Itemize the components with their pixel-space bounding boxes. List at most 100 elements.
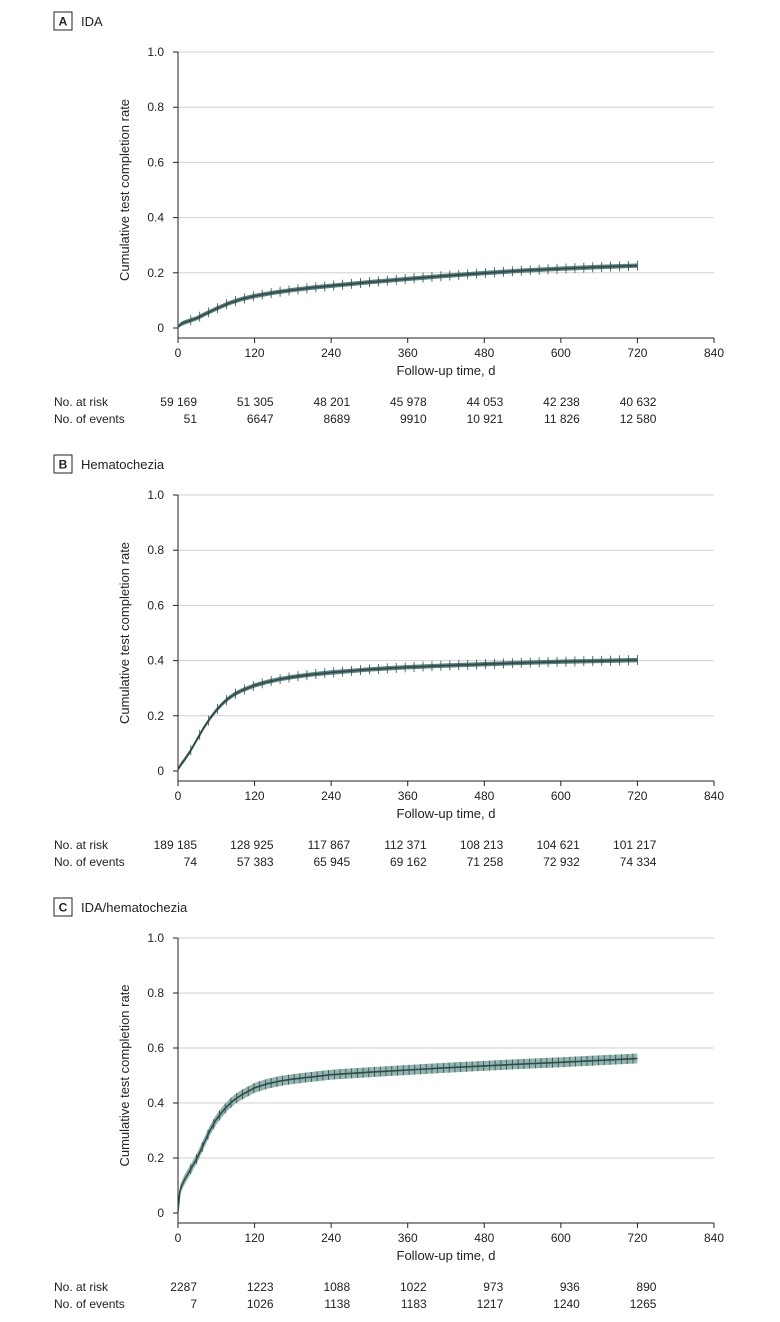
panel-b: B Hematochezia 0 0.2 0.4 0.6 0.8 1.0 0 120 240 360 4… <box>53 454 724 869</box>
x-tick-label: 480 <box>474 346 494 360</box>
x-tick-label: 120 <box>245 346 265 360</box>
y-axis-label: Cumulative test completion rate <box>117 542 132 724</box>
risk-events-value: 11 826 <box>544 412 580 426</box>
risk-at-risk-value: 51 305 <box>237 395 274 409</box>
y-tick-label: 0.4 <box>147 211 164 225</box>
risk-at-risk-value: 42 238 <box>543 395 580 409</box>
panel-letter: C <box>59 901 68 915</box>
x-tick-label: 480 <box>474 1231 494 1245</box>
risk-events-value: 7 <box>190 1297 197 1311</box>
x-axis-label: Follow-up time, d <box>397 363 496 378</box>
risk-at-risk-value: 973 <box>483 1280 503 1294</box>
risk-at-risk-value: 44 053 <box>467 395 504 409</box>
risk-events-value: 8689 <box>323 412 350 426</box>
censor-marks <box>190 655 638 756</box>
y-tick-label: 0.6 <box>147 598 164 612</box>
risk-at-risk-value: 890 <box>636 1280 656 1294</box>
risk-row-label-events: No. of events <box>54 855 125 869</box>
risk-events-value: 1138 <box>324 1297 350 1311</box>
x-tick-label: 240 <box>321 789 341 803</box>
x-tick-label: 480 <box>474 789 494 803</box>
x-tick-label: 240 <box>321 346 341 360</box>
risk-events-value: 1183 <box>401 1297 427 1311</box>
x-axis-label: Follow-up time, d <box>397 1248 496 1263</box>
x-tick-label: 840 <box>704 1231 724 1245</box>
y-tick-label: 0.6 <box>147 1041 164 1055</box>
x-tick-label: 720 <box>627 789 647 803</box>
y-axis-label: Cumulative test completion rate <box>117 99 132 281</box>
risk-events-value: 1026 <box>247 1297 274 1311</box>
x-tick-label: 360 <box>398 1231 418 1245</box>
risk-events-value: 12 580 <box>620 412 657 426</box>
y-tick-label: 1.0 <box>147 488 164 502</box>
risk-at-risk-value: 59 169 <box>160 395 197 409</box>
y-tick-label: 0.8 <box>147 100 164 114</box>
risk-at-risk-value: 2287 <box>170 1280 197 1294</box>
y-tick-label: 0 <box>157 321 164 335</box>
risk-at-risk-value: 45 978 <box>390 395 427 409</box>
confidence-band <box>178 657 638 771</box>
x-tick-label: 600 <box>551 346 571 360</box>
survival-curve <box>177 659 638 771</box>
y-tick-label: 0 <box>157 764 164 778</box>
risk-events-value: 6647 <box>247 412 274 426</box>
panel-title: Hematochezia <box>81 457 165 472</box>
censor-marks <box>190 260 638 326</box>
risk-at-risk-value: 101 217 <box>613 838 657 852</box>
risk-at-risk-value: 112 371 <box>384 838 427 852</box>
y-tick-label: 1.0 <box>147 45 164 59</box>
risk-at-risk-value: 128 925 <box>230 838 274 852</box>
x-tick-label: 720 <box>627 346 647 360</box>
x-tick-label: 0 <box>175 346 182 360</box>
risk-events-value: 69 162 <box>390 855 427 869</box>
risk-at-risk-value: 1088 <box>323 1280 350 1294</box>
y-tick-label: 0.2 <box>147 1151 164 1165</box>
risk-row-label-events: No. of events <box>54 412 125 426</box>
x-tick-label: 360 <box>398 789 418 803</box>
x-tick-label: 240 <box>321 1231 341 1245</box>
risk-at-risk-value: 189 185 <box>154 838 198 852</box>
risk-at-risk-value: 48 201 <box>313 395 350 409</box>
risk-events-value: 1217 <box>477 1297 504 1311</box>
y-axis-label: Cumulative test completion rate <box>117 984 132 1166</box>
y-tick-label: 0.4 <box>147 654 164 668</box>
risk-events-value: 1265 <box>630 1297 657 1311</box>
risk-row-label-at-risk: No. at risk <box>54 838 109 852</box>
y-tick-label: 0.6 <box>147 155 164 169</box>
panel-title: IDA <box>81 14 103 29</box>
censor-marks <box>190 1053 634 1174</box>
x-tick-label: 0 <box>175 1231 182 1245</box>
y-tick-label: 0 <box>157 1206 164 1220</box>
panel-letter-box <box>53 11 73 31</box>
panel-letter: A <box>59 15 68 29</box>
x-tick-label: 720 <box>627 1231 647 1245</box>
survival-curve <box>177 1057 638 1212</box>
x-tick-label: 840 <box>704 346 724 360</box>
risk-events-value: 9910 <box>400 412 427 426</box>
y-tick-label: 0.4 <box>147 1096 164 1110</box>
risk-events-value: 71 258 <box>467 855 504 869</box>
risk-row-label-at-risk: No. at risk <box>54 395 109 409</box>
risk-events-value: 74 <box>184 855 198 869</box>
x-tick-label: 0 <box>175 789 182 803</box>
y-tick-label: 1.0 <box>147 931 164 945</box>
panel-a: A IDA 0 0.2 0.4 0.6 0.8 1.0 0 120 240 360 480 600 720 8… <box>53 11 724 426</box>
x-axis-label: Follow-up time, d <box>397 806 496 821</box>
x-tick-label: 600 <box>551 789 571 803</box>
y-tick-label: 0.2 <box>147 709 164 723</box>
x-tick-label: 120 <box>245 1231 265 1245</box>
risk-at-risk-value: 1223 <box>247 1280 274 1294</box>
y-tick-label: 0.8 <box>147 986 164 1000</box>
panel-letter-box <box>53 454 73 474</box>
y-tick-label: 0.2 <box>147 266 164 280</box>
confidence-band <box>178 1053 638 1213</box>
x-tick-label: 840 <box>704 789 724 803</box>
risk-events-value: 51 <box>184 412 198 426</box>
panel-letter-box <box>53 897 73 917</box>
panel-letter: B <box>59 458 68 472</box>
risk-at-risk-value: 104 621 <box>536 838 580 852</box>
risk-at-risk-value: 108 213 <box>460 838 504 852</box>
x-tick-label: 600 <box>551 1231 571 1245</box>
x-tick-label: 360 <box>398 346 418 360</box>
